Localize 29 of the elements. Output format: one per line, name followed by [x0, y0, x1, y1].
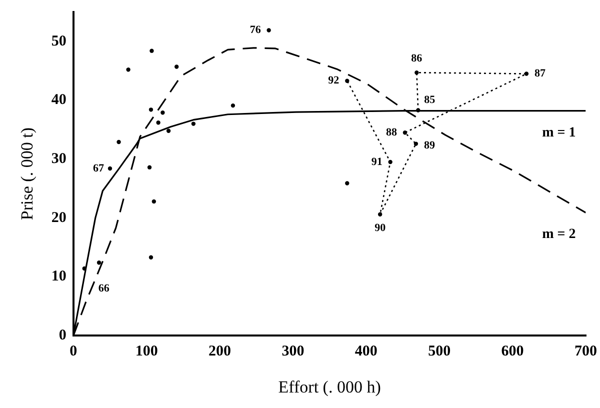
y-tick-label: 50	[51, 33, 66, 50]
x-axis-title: Effort (. 000 h)	[278, 377, 381, 396]
x-tick-label: 0	[70, 343, 78, 360]
annotation: 66	[98, 282, 110, 294]
annotation: 90	[374, 222, 386, 234]
x-tick-label: 200	[208, 343, 232, 360]
y-tick-label: 30	[51, 150, 66, 167]
annotation: 85	[424, 94, 436, 106]
annotation: 86	[411, 52, 423, 64]
x-tick-label: 100	[135, 343, 158, 360]
series-label: m = 1	[542, 125, 576, 140]
annotation: 87	[534, 68, 546, 80]
series-label: m = 2	[542, 227, 576, 242]
x-tick-label: 700	[574, 343, 597, 360]
annotation: 91	[371, 156, 382, 168]
y-tick-label: 20	[51, 210, 66, 226]
y-tick-label: 10	[51, 268, 66, 285]
y-tick-label: 0	[58, 327, 66, 344]
annotation: 76	[250, 24, 262, 36]
annotation: 88	[386, 126, 398, 138]
x-tick-label: 300	[282, 343, 304, 360]
annotation: 67	[92, 162, 104, 174]
x-tick-label: 500	[428, 343, 451, 360]
annotation: 89	[424, 140, 436, 152]
x-tick-label: 400	[354, 343, 378, 360]
x-tick-label: 600	[501, 343, 524, 360]
y-axis-title: Prise (. 000 t)	[18, 128, 37, 220]
y-tick-label: 40	[51, 92, 66, 108]
annotation: 92	[328, 74, 340, 87]
